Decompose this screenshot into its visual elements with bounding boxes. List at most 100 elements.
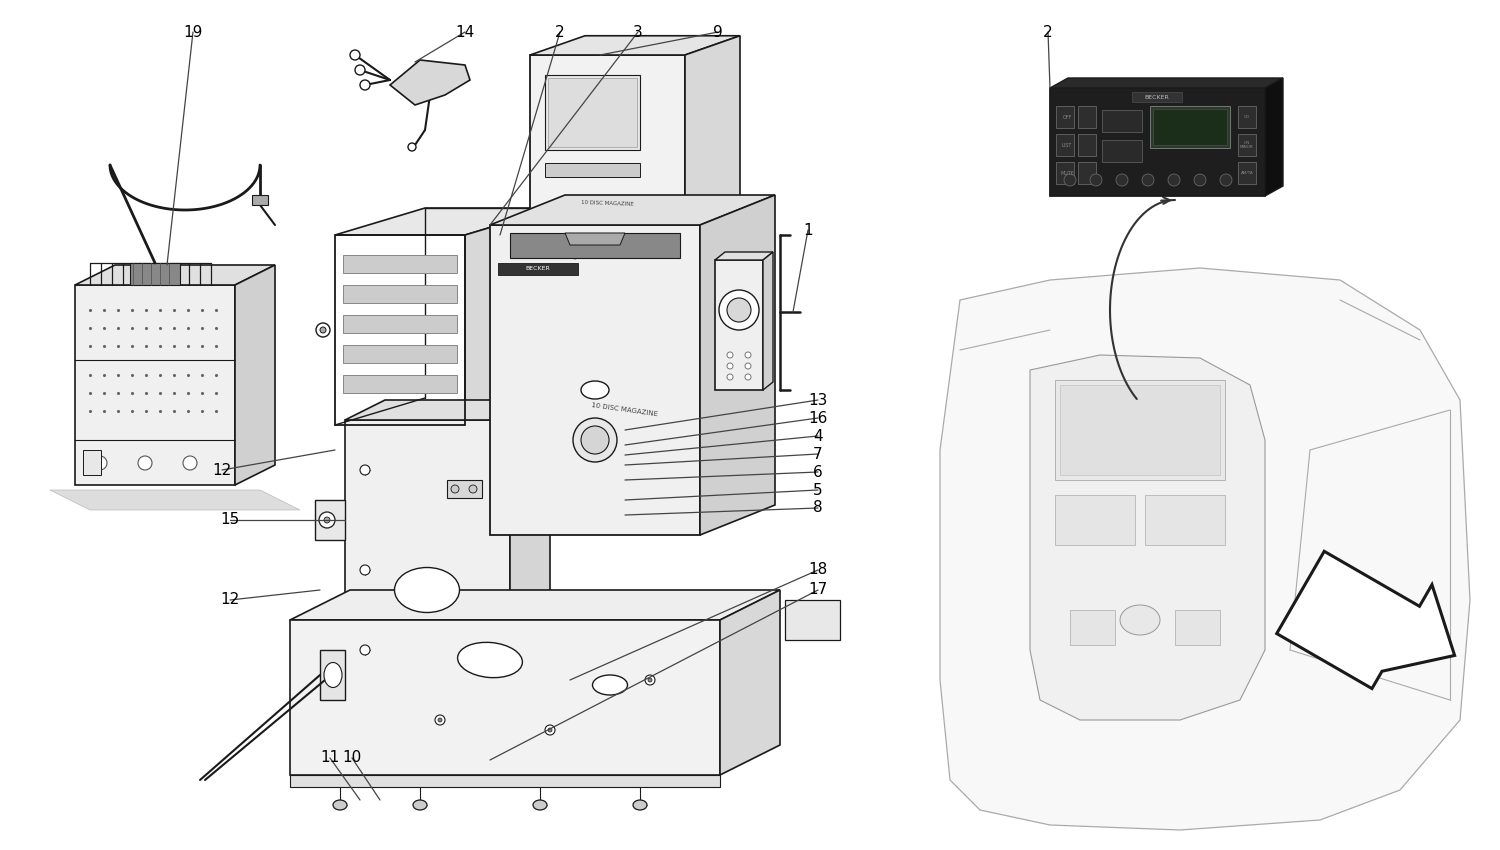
Polygon shape <box>320 650 345 700</box>
Circle shape <box>718 290 759 330</box>
Text: BECKER: BECKER <box>525 267 550 271</box>
Bar <box>1078 106 1096 128</box>
Text: AM/TA: AM/TA <box>1240 171 1254 175</box>
Circle shape <box>648 678 652 682</box>
Circle shape <box>728 363 734 369</box>
Circle shape <box>548 728 552 732</box>
Text: 14: 14 <box>456 25 474 39</box>
Text: 15: 15 <box>220 513 240 528</box>
Bar <box>1144 495 1226 545</box>
Circle shape <box>360 80 370 90</box>
Text: 18: 18 <box>808 563 828 577</box>
Circle shape <box>572 245 578 251</box>
Ellipse shape <box>532 800 548 810</box>
Polygon shape <box>290 590 780 620</box>
Polygon shape <box>784 600 840 640</box>
Circle shape <box>360 565 370 575</box>
Bar <box>1150 106 1230 148</box>
Polygon shape <box>510 400 550 700</box>
Bar <box>1056 134 1074 156</box>
Circle shape <box>1064 174 1076 186</box>
Circle shape <box>324 517 330 523</box>
Circle shape <box>360 645 370 655</box>
Circle shape <box>138 456 152 470</box>
Bar <box>290 620 720 775</box>
Polygon shape <box>1030 355 1264 720</box>
Circle shape <box>746 352 752 358</box>
Bar <box>75 285 236 485</box>
Bar <box>1132 92 1182 102</box>
Ellipse shape <box>633 800 646 810</box>
Bar <box>1056 162 1074 184</box>
Text: 3: 3 <box>633 25 644 39</box>
Text: 13: 13 <box>808 393 828 407</box>
Bar <box>560 228 590 258</box>
Circle shape <box>435 715 445 725</box>
Circle shape <box>728 352 734 358</box>
Text: OFF: OFF <box>1062 115 1071 120</box>
Circle shape <box>572 253 578 259</box>
Circle shape <box>573 418 616 462</box>
Text: 2: 2 <box>555 25 566 39</box>
Circle shape <box>746 374 752 380</box>
Polygon shape <box>686 36 740 230</box>
Circle shape <box>320 512 334 528</box>
Text: MUTE: MUTE <box>1060 171 1074 175</box>
Bar <box>1056 106 1074 128</box>
Polygon shape <box>530 36 740 55</box>
Circle shape <box>470 485 477 493</box>
Polygon shape <box>566 233 626 245</box>
Ellipse shape <box>458 643 522 677</box>
Circle shape <box>452 485 459 493</box>
Bar <box>498 263 578 275</box>
Circle shape <box>356 65 364 75</box>
Polygon shape <box>50 490 300 510</box>
Bar <box>716 260 764 390</box>
Bar <box>344 375 458 393</box>
Ellipse shape <box>333 800 346 810</box>
Bar <box>1054 495 1136 545</box>
Bar <box>1070 610 1114 645</box>
Polygon shape <box>334 208 555 235</box>
Bar <box>1154 109 1227 145</box>
Bar <box>1238 162 1256 184</box>
Circle shape <box>183 456 196 470</box>
Circle shape <box>350 50 360 60</box>
Polygon shape <box>390 60 470 105</box>
Polygon shape <box>465 208 555 425</box>
Circle shape <box>93 456 106 470</box>
Text: 17: 17 <box>808 582 828 598</box>
Ellipse shape <box>324 662 342 688</box>
Polygon shape <box>764 252 772 390</box>
Circle shape <box>1168 174 1180 186</box>
Text: 1: 1 <box>802 223 813 237</box>
Polygon shape <box>1050 78 1282 88</box>
Bar <box>344 285 458 303</box>
Bar <box>510 233 680 258</box>
Text: 2: 2 <box>1042 25 1053 39</box>
Circle shape <box>408 143 416 151</box>
Circle shape <box>1142 174 1154 186</box>
Bar <box>447 480 482 498</box>
Ellipse shape <box>580 381 609 399</box>
Bar <box>490 225 700 535</box>
Polygon shape <box>1276 552 1455 688</box>
Bar <box>530 55 686 230</box>
Text: 19: 19 <box>183 25 203 39</box>
Ellipse shape <box>394 568 459 613</box>
Bar <box>1050 88 1264 196</box>
Text: BECKER: BECKER <box>1144 94 1170 99</box>
Bar <box>344 255 458 273</box>
Circle shape <box>580 426 609 454</box>
Polygon shape <box>490 195 776 225</box>
Text: 9: 9 <box>712 25 723 39</box>
Circle shape <box>746 363 752 369</box>
Circle shape <box>1220 174 1232 186</box>
Text: 10 DISC MAGAZINE: 10 DISC MAGAZINE <box>591 402 658 417</box>
Circle shape <box>1116 174 1128 186</box>
Bar <box>130 263 180 285</box>
Ellipse shape <box>1120 605 1160 635</box>
Polygon shape <box>315 500 345 540</box>
Circle shape <box>360 465 370 475</box>
Bar <box>544 75 640 150</box>
